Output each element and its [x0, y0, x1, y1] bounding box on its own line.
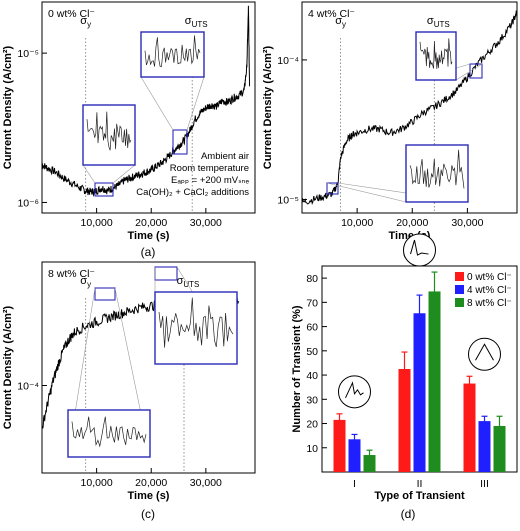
y-axis-title: Number of Transient (%) — [291, 305, 303, 432]
y-tick-label: 30 — [306, 394, 318, 406]
zoom-inset-trace — [86, 111, 132, 151]
bar — [363, 455, 376, 472]
marker-label: σy — [80, 275, 91, 289]
x-tick-label: I — [353, 478, 356, 490]
bar — [493, 425, 506, 472]
y-tick-label: 10⁻⁶ — [17, 197, 39, 209]
legend-label: 4 wt% Cl⁻ — [467, 285, 512, 296]
condition-label: 4 wt% Cl⁻ — [308, 8, 355, 20]
y-tick-label: 10⁻⁴ — [277, 55, 299, 67]
legend-label: 8 wt% Cl⁻ — [467, 298, 512, 309]
y-tick-label: 70 — [306, 297, 318, 309]
x-axis-title: Time (s) — [128, 490, 170, 502]
y-tick-label: 10 — [306, 443, 318, 455]
transient-shape-icon — [403, 233, 436, 267]
x-tick-label: 20,000 — [135, 217, 167, 229]
condition-annotation: Room temperature — [170, 163, 249, 174]
current-density-trace — [41, 5, 250, 198]
zoom-source-box — [94, 287, 116, 301]
x-tick-label: 20,000 — [396, 217, 428, 229]
legend-label: 0 wt% Cl⁻ — [467, 272, 512, 283]
y-tick-label: 80 — [306, 273, 318, 285]
panel-tag: (a) — [141, 245, 156, 259]
marker-label: σUTS — [177, 275, 200, 289]
x-axis-title: Time (s) — [128, 230, 170, 242]
x-tick-label: III — [480, 478, 489, 490]
bar — [348, 439, 361, 472]
legend-swatch — [455, 272, 464, 281]
x-tick-label: 10,000 — [81, 477, 113, 489]
zoom-inset-trace — [144, 35, 201, 67]
panel-tag: (c) — [141, 507, 155, 521]
bar — [478, 421, 491, 472]
transient-shape-glyph — [475, 343, 494, 361]
x-tick-label: 10,000 — [81, 217, 113, 229]
y-axis-title: Current Density (A/cm²) — [2, 305, 14, 429]
y-tick-label: 10⁻⁵ — [277, 194, 299, 206]
y-axis-title: Current Density (A/cm²) — [2, 45, 14, 169]
y-tick-label: 10⁻⁵ — [17, 48, 39, 60]
zoom-inset-box — [154, 291, 238, 365]
marker-label: σUTS — [427, 15, 450, 29]
y-axis-title: Current Density (A/cm²) — [262, 45, 274, 169]
x-axis-title: Type of Transient — [374, 490, 465, 502]
x-tick-label: 10,000 — [341, 217, 373, 229]
x-tick-label: 30,000 — [190, 217, 222, 229]
x-tick-label: 30,000 — [451, 217, 483, 229]
zoom-inset-trace — [71, 416, 147, 448]
plot-frame — [301, 1, 518, 214]
zoom-source-box — [154, 266, 178, 281]
zoom-connector — [112, 164, 136, 184]
condition-annotation: Ambient air — [201, 151, 249, 162]
zoom-source-box — [94, 182, 114, 197]
legend-swatch — [455, 285, 464, 294]
panel-tag: (d) — [401, 507, 416, 521]
marker-label: σUTS — [185, 15, 208, 29]
bar — [463, 383, 476, 472]
zoom-source-box — [469, 63, 483, 79]
bar — [413, 313, 426, 472]
transient-shape-glyph — [410, 239, 429, 256]
condition-annotation: Eₐₚₚ = +200 mVₛₙₑ — [171, 175, 249, 186]
x-tick-label: 20,000 — [135, 477, 167, 489]
y-tick-label: 10⁻⁴ — [17, 380, 39, 392]
transient-shape-glyph — [345, 381, 364, 399]
marker-label: σy — [80, 15, 91, 29]
marker-label: σy — [335, 15, 346, 29]
zoom-connector — [326, 182, 407, 203]
bar — [428, 291, 441, 472]
bar — [398, 369, 411, 472]
zoom-connector — [140, 76, 174, 131]
condition-annotation: Ca(OH)₂ + CaCl₂ additions — [136, 187, 249, 198]
condition-label: 8 wt% Cl⁻ — [48, 268, 95, 280]
current-density-trace — [301, 10, 518, 206]
zoom-connector — [82, 164, 96, 184]
panel-a: 10,000 20,000 30,000 10⁻⁶ 10⁻⁵ Time (s) Curren… — [2, 1, 256, 259]
transient-shape-icon — [468, 337, 501, 371]
y-tick-label: 50 — [306, 346, 318, 358]
zoom-inset-box — [67, 409, 151, 458]
panel-c: 10,000 20,000 30,000 10⁻⁴ Time (s) Current De… — [2, 261, 256, 521]
zoom-connector — [186, 76, 205, 131]
plot-frame — [41, 261, 256, 474]
zoom-source-box — [326, 182, 339, 195]
y-tick-label: 60 — [306, 322, 318, 334]
zoom-source-box — [172, 129, 188, 155]
zoom-inset-trace — [158, 297, 234, 348]
condition-label: 0 wt% Cl⁻ — [48, 8, 95, 20]
x-tick-label: II — [417, 478, 423, 490]
y-tick-label: 20 — [306, 419, 318, 431]
zoom-inset-trace — [419, 38, 453, 69]
y-tick-label: 40 — [306, 370, 318, 382]
zoom-connector — [455, 63, 483, 81]
bar — [333, 419, 346, 472]
legend-swatch — [455, 298, 464, 307]
plot-frame — [41, 1, 256, 214]
x-tick-label: 30,000 — [190, 477, 222, 489]
zoom-inset-trace — [409, 149, 465, 189]
